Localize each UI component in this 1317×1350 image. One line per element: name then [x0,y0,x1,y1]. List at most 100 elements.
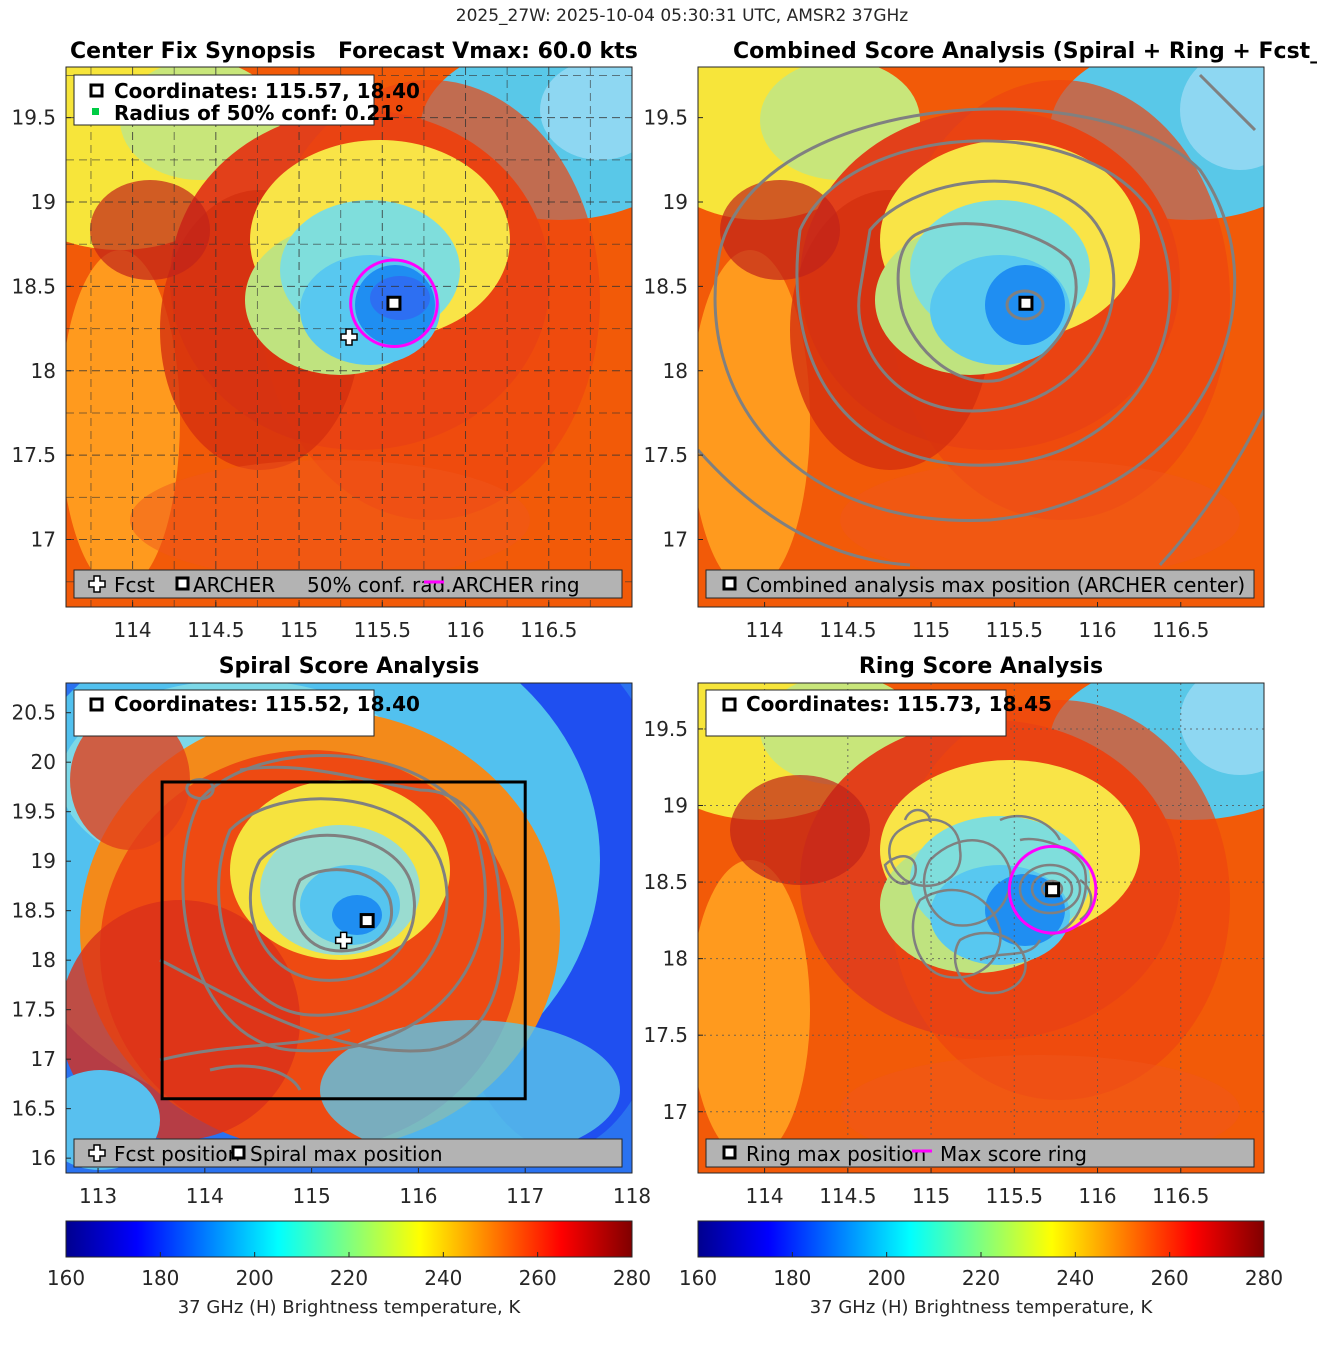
ring-coordinates-icon [722,697,737,712]
center-square-marker [359,913,375,929]
y-tick-label: 19 [663,794,688,818]
x-tick-label: 115.5 [986,618,1043,642]
fcst-cross-marker [340,328,358,346]
x-tick-label: 117 [506,1184,544,1208]
ring-legend-ring: Max score ring [940,1142,1087,1166]
y-tick-label: 17 [31,1047,56,1071]
colorbar-right-label: 37 GHz (H) Brightness temperature, K [810,1297,1154,1318]
spiral-legend [73,1138,623,1168]
figure-suptitle: 2025_27W: 2025-10-04 05:30:31 UTC, AMSR2… [456,6,909,26]
spiral-legend-fcst: Fcst position [114,1142,240,1166]
synopsis-legend-fcst: Fcst [114,573,155,597]
y-tick-label: 19.5 [643,106,688,130]
y-tick-label: 19.5 [11,800,56,824]
y-tick-label: 17.5 [11,443,56,467]
x-tick-label: 115 [912,618,950,642]
x-tick-label: 115 [280,618,318,642]
x-tick-label: 114.5 [819,618,876,642]
panel-spiral: Spiral Score Analysis [11,654,651,1208]
x-tick-label: 115.5 [986,1184,1043,1208]
synopsis-archer-ring [349,258,439,349]
y-tick-label: 16 [31,1146,56,1170]
synopsis-heatmap [66,67,632,607]
y-tick-label: 19 [663,190,688,214]
y-tick-label: 18 [31,948,56,972]
synopsis-conf-radius: Radius of 50% conf: 0.21° [114,101,404,125]
spiral-coordinates-icon [89,697,104,712]
center-square-marker [386,295,402,311]
y-tick-label: 20.5 [11,701,56,725]
combined-max-marker [1018,295,1034,311]
synopsis-legend-ring: ARCHER ring [452,573,580,597]
ring-heatmap [698,683,1264,1173]
spiral-search-box [160,780,527,1101]
colorbar-tick-label: 240 [424,1266,462,1290]
synopsis-legend [73,569,623,599]
spiral-info-box [73,689,375,737]
center-square-marker [1045,882,1061,898]
panel-combined: Combined Score Analysis (Spiral + Ring +… [643,39,1317,642]
colorbar-left: 160 180 200 220 240 260 280 37 GHz (H) Brightn… [47,1220,651,1318]
colorbar-right: 160 180 200 220 240 260 280 37 GHz (H) Brightn… [679,1220,1283,1318]
y-tick-label: 19 [31,190,56,214]
colorbar-left-gradient [65,1220,633,1258]
colorbar-tick-label: 180 [141,1266,179,1290]
fcst-cross-marker [334,931,353,950]
panel-synopsis: Center Fix Synopsis Forecast Vmax: 60.0 … [11,39,638,642]
spiral-contours [159,754,504,1091]
y-tick-label: 18.5 [11,899,56,923]
colorbar-tick-label: 240 [1056,1266,1094,1290]
y-tick-label: 18.5 [643,274,688,298]
ring-legend [705,1138,1255,1168]
colorbar-right-ticks: 160 180 200 220 240 260 280 [679,1252,1283,1290]
y-tick-label: 16.5 [11,1097,56,1121]
combined-legend [705,569,1255,599]
x-tick-label: 114 [745,618,783,642]
y-tick-label: 17.5 [643,1023,688,1047]
spiral-coordinates: Coordinates: 115.52, 18.40 [114,692,420,716]
y-tick-label: 17 [663,1100,688,1124]
colorbar-tick-label: 260 [1151,1266,1189,1290]
colorbar-tick-label: 220 [962,1266,1000,1290]
spiral-max-marker [359,913,375,929]
colorbar-tick-label: 160 [47,1266,85,1290]
synopsis-title-right: Forecast Vmax: 60.0 kts [338,39,638,64]
x-tick-label: 115 [912,1184,950,1208]
y-tick-label: 18.5 [11,274,56,298]
x-tick-label: 114 [186,1184,224,1208]
y-tick-label: 17 [663,528,688,552]
spiral-max-legend-icon [231,1145,246,1160]
panel-ring: Ring Score Analysis [643,654,1265,1208]
y-tick-label: 20 [31,750,56,774]
y-tick-label: 17.5 [11,998,56,1022]
synopsis-legend-archer: ARCHER [193,573,275,597]
colorbar-tick-label: 280 [613,1266,651,1290]
combined-legend-text: Combined analysis max position (ARCHER c… [746,573,1245,597]
x-tick-label: 116.5 [1152,618,1209,642]
fcst-legend-icon [88,575,106,593]
archer-legend-icon [175,576,190,591]
ring-legend-max: Ring max position [746,1142,926,1166]
synopsis-fcst-marker [340,328,358,346]
synopsis-gridlines [66,67,632,607]
synopsis-axis-ticks: 114 114.5 115 115.5 116 116.5 17 17.5 18 18.5 19 19… [11,106,577,642]
ring-max-marker [1045,882,1061,898]
x-tick-label: 114 [113,618,151,642]
x-tick-label: 116.5 [1152,1184,1209,1208]
colorbar-tick-label: 160 [679,1266,717,1290]
y-tick-label: 19 [31,849,56,873]
synopsis-title-left: Center Fix Synopsis [70,39,316,64]
y-tick-label: 18 [663,947,688,971]
colorbar-tick-label: 180 [773,1266,811,1290]
combined-contours [698,73,1264,567]
spiral-axis-ticks: 113 114 115 116 117 118 16 16.5 17 17.5 18 18.5 19 19… [11,701,651,1208]
spiral-legend-max: Spiral max position [250,1142,443,1166]
ring-max-score-ring [1007,844,1098,935]
colorbar-left-label: 37 GHz (H) Brightness temperature, K [178,1297,522,1318]
ring-max-legend-icon [722,1145,737,1160]
x-tick-label: 114.5 [819,1184,876,1208]
y-tick-label: 18.5 [643,870,688,894]
x-tick-label: 116.5 [520,618,577,642]
synopsis-info-box [73,74,375,126]
